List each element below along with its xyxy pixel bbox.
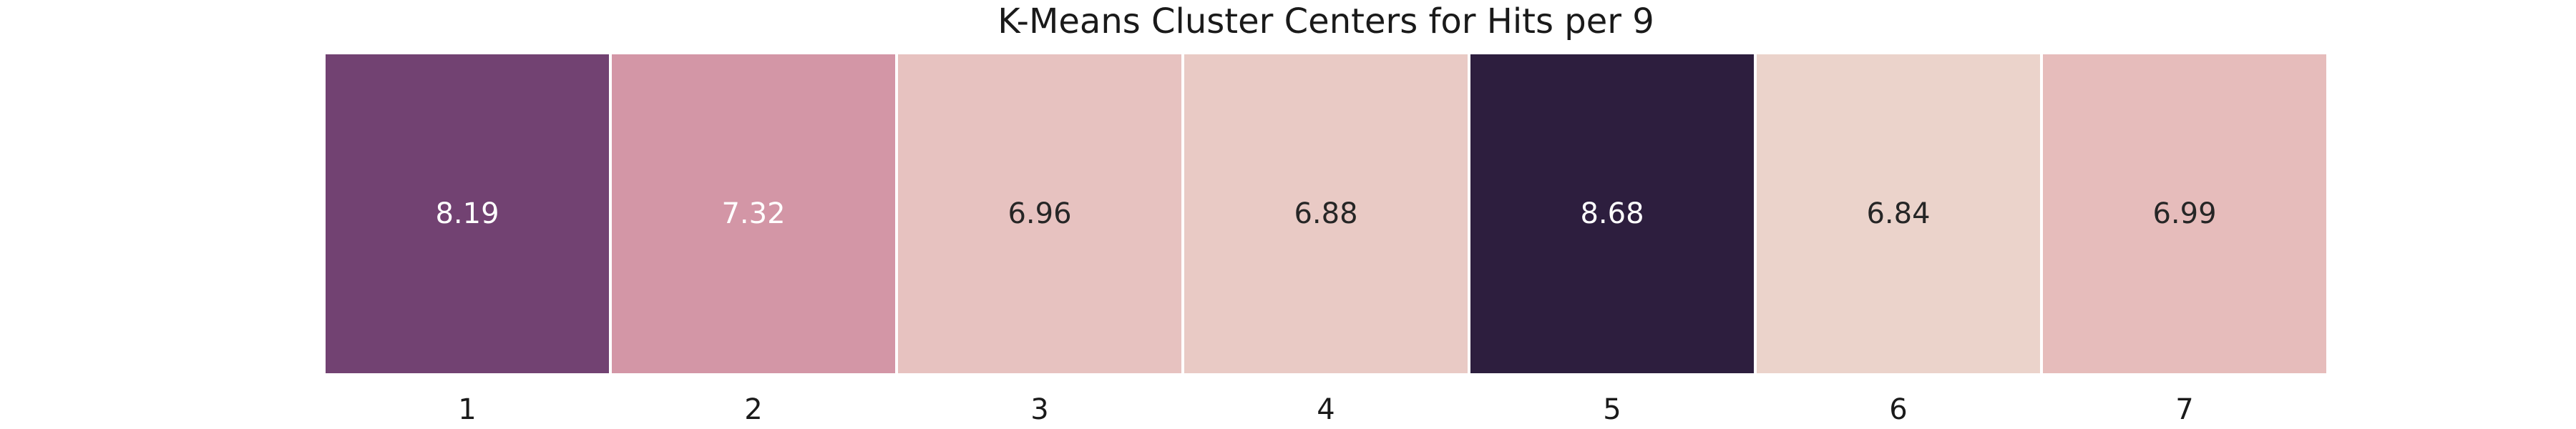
cell-value-label: 6.99 <box>2152 197 2216 230</box>
cell-value-label: 7.32 <box>721 197 785 230</box>
x-tick-label: 2 <box>744 393 762 426</box>
cell-value-label: 8.19 <box>435 197 499 230</box>
heatmap-value-labels: 8.19 7.32 6.96 6.88 8.68 6.84 6.99 <box>435 197 2216 230</box>
heatmap-cell-3 <box>895 51 1184 376</box>
cell-value-label: 6.88 <box>1294 197 1357 230</box>
heatmap-cells <box>323 51 2329 376</box>
x-tick-label: 4 <box>1317 393 1335 426</box>
cell-value-label: 6.96 <box>1008 197 1071 230</box>
cell-value-label: 6.84 <box>1866 197 1930 230</box>
heatmap-cell-1 <box>323 51 612 376</box>
heatmap-cell-5 <box>1468 51 1757 376</box>
x-tick-label: 7 <box>2175 393 2193 426</box>
x-tick-label: 3 <box>1030 393 1048 426</box>
cell-value-label: 8.68 <box>1580 197 1644 230</box>
x-tick-label: 6 <box>1889 393 1907 426</box>
chart-title: K-Means Cluster Centers for Hits per 9 <box>997 1 1654 41</box>
heatmap-cell-6 <box>1754 51 2043 376</box>
x-tick-label: 5 <box>1603 393 1621 426</box>
x-tick-label: 1 <box>458 393 476 426</box>
heatmap-cell-4 <box>1181 51 1470 376</box>
heatmap-cell-2 <box>609 51 898 376</box>
heatmap-cell-7 <box>2040 51 2329 376</box>
x-axis-tick-labels: 1 2 3 4 5 6 7 <box>458 393 2193 426</box>
